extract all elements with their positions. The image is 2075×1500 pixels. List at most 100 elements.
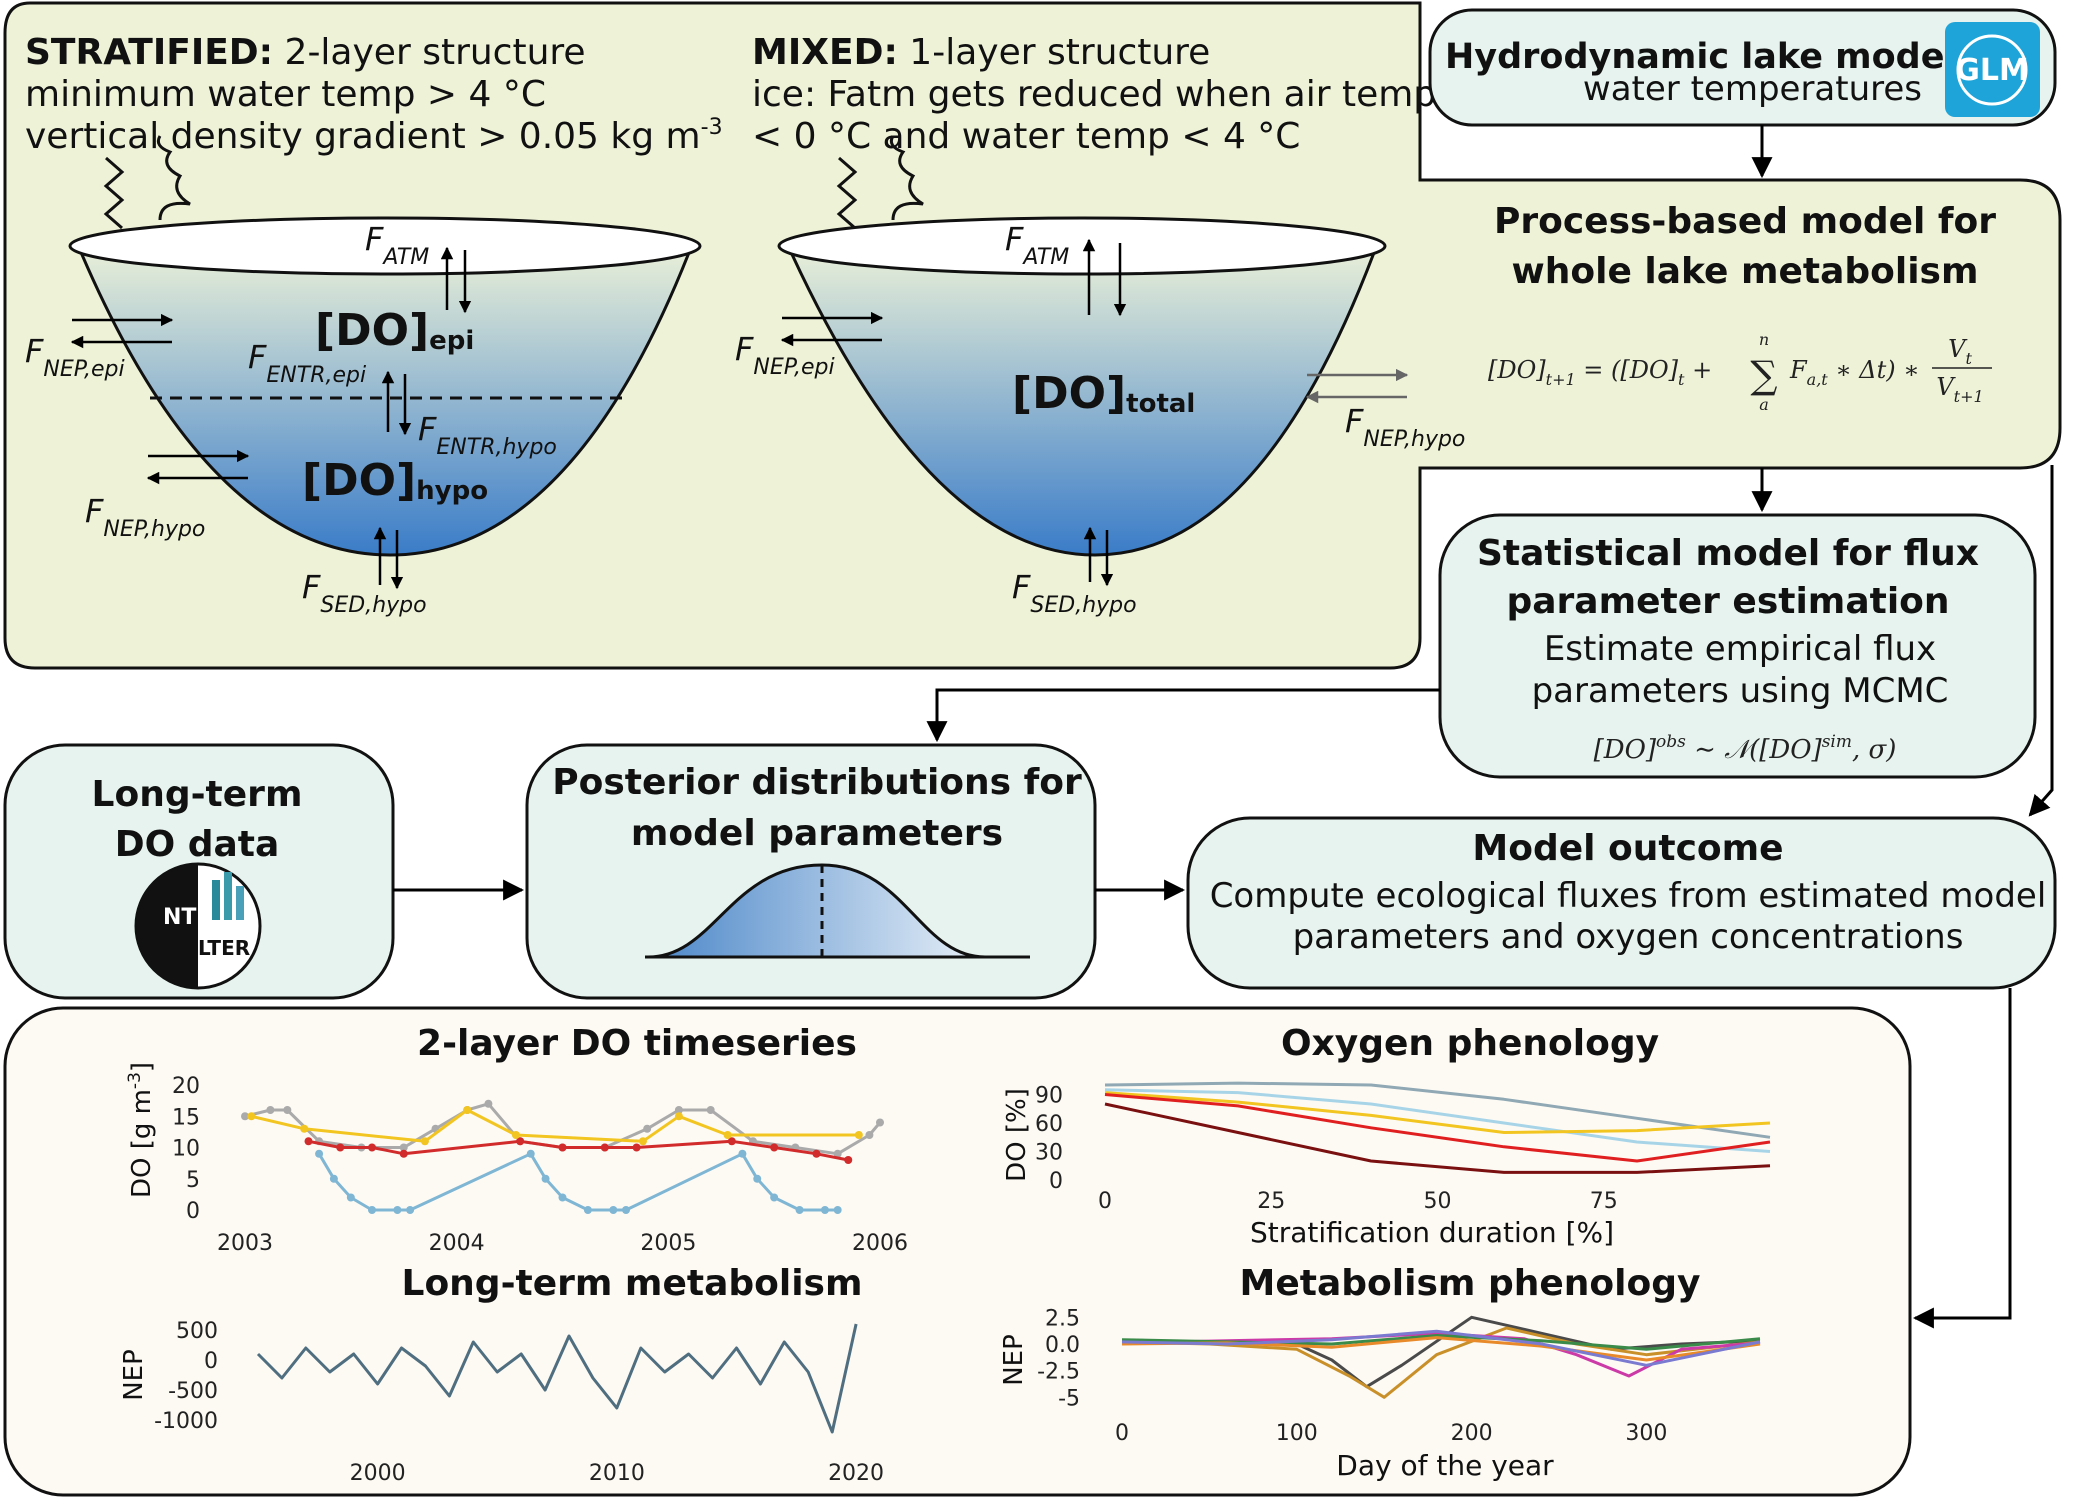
do-timeseries-point-0-0: [241, 1112, 249, 1121]
mixed-title: MIXED:: [752, 32, 898, 73]
statistical-line-1: Estimate empirical flux: [1544, 629, 1936, 669]
mixed-nep-hypo-arrows: [1305, 368, 1409, 404]
f-entr-epi-label: FENTR,epi: [248, 338, 366, 388]
do-timeseries-point-2-8: [558, 1193, 567, 1202]
stratified-density-rule: vertical density gradient > 0.05 kg m-3: [25, 115, 723, 157]
ntl-logo-text: NTL: [163, 905, 210, 930]
do-timeseries-point-2-15: [795, 1206, 804, 1214]
process-eq-right: Fa,t ∗ Δt) ∗: [1789, 356, 1920, 389]
do-timeseries-point-2-12: [738, 1149, 747, 1158]
stratified-steam-icon: [103, 156, 125, 230]
oxygen-phenology-chart: Oxygen phenology DO [%] Stratification d…: [1002, 1023, 1771, 1249]
f-nep-hypo-label: FNEP,hypo: [85, 492, 205, 542]
process-eq-sum-top: n: [1759, 330, 1769, 349]
do-timeseries-point-2-0: [315, 1149, 324, 1158]
oxygen-phenology-ytick-2: 60: [1035, 1112, 1063, 1137]
do-timeseries-point-2-4: [393, 1206, 402, 1214]
metabolism-phenology-xlabel: Day of the year: [1336, 1449, 1554, 1482]
do-timeseries-point-2-3: [368, 1206, 376, 1214]
stratified-lake-surface: [68, 216, 702, 276]
statistical-model-box: [1438, 513, 2037, 779]
do-timeseries-point-2-17: [833, 1206, 842, 1214]
do-timeseries-point-0-1: [266, 1106, 275, 1114]
hydro-title: Hydrodynamic lake model: [1445, 37, 1956, 77]
mixed-f-atm-label: FATM: [1005, 220, 1069, 270]
metabolism-phenology-ytick-0: 2.5: [1045, 1306, 1080, 1331]
do-timeseries-ytick-0: 0: [186, 1199, 200, 1224]
f-atm-label: FATM: [365, 220, 429, 270]
mixed-subtitle: 1-layer structure: [898, 32, 1210, 73]
process-equation: [DO]t+1 = ([DO]t + ∑ n a Fa,t ∗ Δt) ∗ Vt…: [1488, 330, 1992, 414]
process-to-outcome-arrow: [2028, 465, 2054, 817]
do-timeseries-point-2-2: [346, 1193, 355, 1202]
process-title-2: whole lake metabolism: [1511, 251, 1978, 292]
do-timeseries-point-2-16: [820, 1206, 829, 1214]
longterm-metabolism-series-0: [256, 1323, 858, 1434]
do-timeseries-point-1-5: [558, 1143, 567, 1152]
metabolism-phenology-series-1: [1121, 1326, 1761, 1399]
outcome-line-2: parameters and oxygen concentrations: [1293, 917, 1964, 957]
posterior-title-2: model parameters: [631, 813, 1003, 854]
longterm-metabolism-ytick-1: 0: [204, 1349, 218, 1374]
mixed-ice-rule: ice: Fatm gets reduced when air temp.: [752, 74, 1448, 115]
oxygen-phenology-xtick-1: 25: [1257, 1189, 1285, 1214]
do-timeseries-point-2-10: [609, 1206, 618, 1214]
process-eq-denominator: Vt+1: [1936, 373, 1983, 406]
oxygen-phenology-xtick-3: 75: [1590, 1189, 1618, 1214]
do-timeseries-point-1-1: [336, 1143, 345, 1152]
model-outcome-box: [1186, 816, 2057, 990]
mixed-steam-icon-2: [889, 135, 924, 221]
results-panel: [3, 1006, 1912, 1497]
do-timeseries-series-2: [317, 1152, 838, 1212]
metabolism-phenology-ylabel: NEP: [999, 1334, 1029, 1386]
mixed-lake-surface: [777, 216, 1387, 276]
do-timeseries-ytick-4: 20: [172, 1074, 200, 1099]
oxygen-phenology-ytick-0: 0: [1049, 1169, 1063, 1194]
glm-logo-icon: GLM: [1945, 22, 2040, 117]
do-timeseries-point-3-3: [463, 1106, 472, 1114]
statistical-equation: [DO]obs ∼ 𝒩([DO]sim, σ): [1594, 732, 1897, 765]
do-timeseries-point-3-2: [420, 1137, 429, 1146]
metabolism-phenology-ytick-3: -5: [1058, 1386, 1080, 1411]
metabolism-phenology-title: Metabolism phenology: [1240, 1263, 1701, 1304]
f-sed-hypo-label: FSED,hypo: [302, 568, 427, 618]
process-eq-left: [DO]t+1 = ([DO]t +: [1488, 356, 1712, 389]
mixed-f-nep-hypo-label: FNEP,hypo: [1345, 402, 1465, 452]
oxygen-phenology-ytick-3: 90: [1035, 1084, 1063, 1109]
do-timeseries-point-0-5: [399, 1143, 408, 1152]
statistical-title-2: parameter estimation: [1506, 581, 1949, 622]
process-title-1: Process-based model for: [1494, 201, 1996, 242]
do-timeseries-series-1: [308, 1139, 849, 1162]
do-timeseries-xtick-1: 2004: [429, 1231, 485, 1256]
do-timeseries-point-2-7: [541, 1174, 550, 1183]
oxygen-phenology-series-2: [1104, 1091, 1771, 1134]
do-timeseries-point-3-7: [723, 1131, 732, 1139]
do-timeseries-point-1-10: [812, 1149, 821, 1158]
longterm-title-2: DO data: [115, 824, 280, 865]
do-timeseries-point-3-0: [247, 1112, 256, 1121]
mixed-temp-rule: < 0 °C and water temp < 4 °C: [752, 116, 1300, 157]
oxygen-phenology-series-4: [1104, 1102, 1771, 1174]
do-timeseries-point-1-8: [727, 1137, 736, 1146]
oxygen-phenology-title: Oxygen phenology: [1281, 1023, 1659, 1064]
do-hypo-label: [DO]hypo: [302, 455, 488, 506]
do-timeseries-point-1-4: [516, 1137, 525, 1146]
do-total-label: [DO]total: [1012, 368, 1195, 419]
do-timeseries-point-3-8: [854, 1131, 863, 1139]
do-timeseries-point-2-14: [770, 1193, 779, 1202]
metabolism-phenology-ytick-1: 0.0: [1045, 1333, 1080, 1358]
longterm-metabolism-ytick-2: -500: [168, 1379, 218, 1404]
do-timeseries-point-1-7: [632, 1143, 641, 1152]
statistical-line-2: parameters using MCMC: [1532, 671, 1949, 711]
metabolism-phenology-xtick-0: 0: [1115, 1421, 1129, 1446]
do-timeseries-ylabel: DO [g m-3]: [125, 1062, 157, 1198]
do-timeseries-ytick-2: 10: [172, 1137, 200, 1162]
longterm-title-1: Long-term: [92, 774, 303, 815]
stratified-flux-arrows: [70, 246, 472, 590]
do-timeseries-point-2-6: [526, 1149, 535, 1158]
process-eq-numerator: Vt: [1948, 335, 1972, 368]
stratified-subtitle: 2-layer structure: [273, 32, 585, 73]
do-timeseries-point-2-13: [753, 1174, 762, 1183]
do-timeseries-point-0-14: [706, 1106, 715, 1114]
